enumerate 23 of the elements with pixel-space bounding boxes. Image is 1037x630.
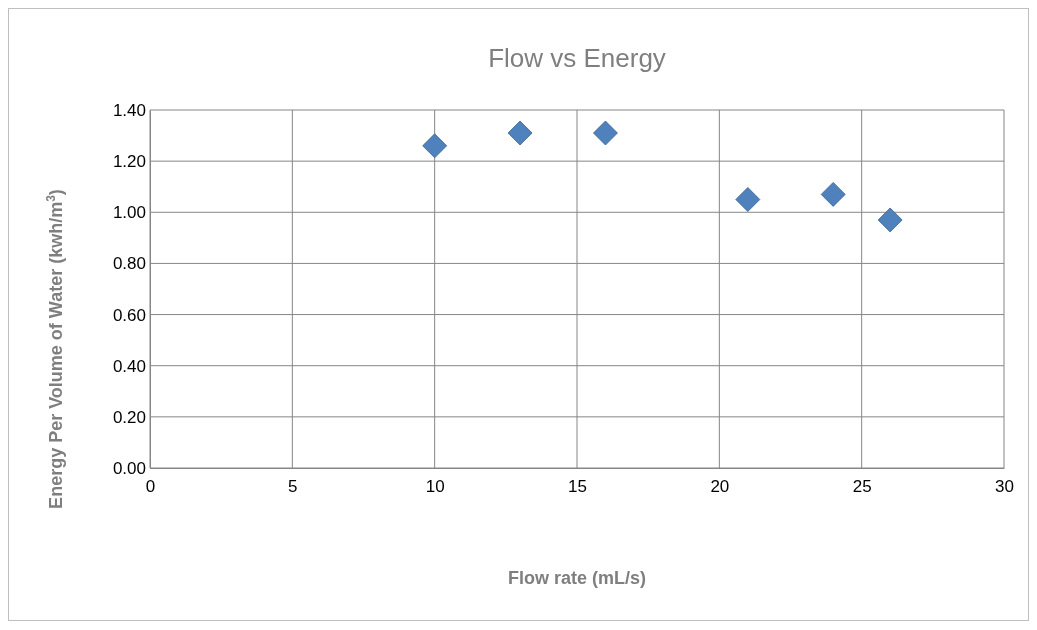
point bbox=[877, 207, 903, 233]
x-tick-label: 0 bbox=[145, 477, 156, 497]
chart-title: Flow vs Energy bbox=[488, 43, 666, 73]
y-tick-label: 1.00 bbox=[112, 203, 146, 223]
point bbox=[507, 120, 533, 146]
x-tick-label: 10 bbox=[425, 477, 445, 497]
point bbox=[820, 181, 846, 207]
y-tick-label: 0.20 bbox=[112, 407, 146, 427]
x-axis-title: Flow rate (mL/s) bbox=[507, 568, 647, 588]
y-tick-label: 1.40 bbox=[112, 100, 146, 120]
y-tick-label: 0.00 bbox=[112, 458, 146, 478]
point bbox=[735, 187, 761, 212]
y-tick-label: 0.60 bbox=[112, 305, 146, 325]
point bbox=[593, 120, 618, 146]
y-tick-label: 0.80 bbox=[112, 254, 146, 274]
y-tick-label: 1.20 bbox=[112, 152, 146, 172]
x-tick-label: 30 bbox=[995, 477, 1014, 497]
x-tick-label: 5 bbox=[288, 477, 298, 497]
x-tick-label: 25 bbox=[852, 477, 872, 497]
y-tick-label: 0.40 bbox=[112, 356, 146, 376]
point bbox=[422, 133, 448, 159]
x-tick-label: 15 bbox=[568, 477, 587, 497]
x-tick-label: 20 bbox=[710, 477, 730, 497]
